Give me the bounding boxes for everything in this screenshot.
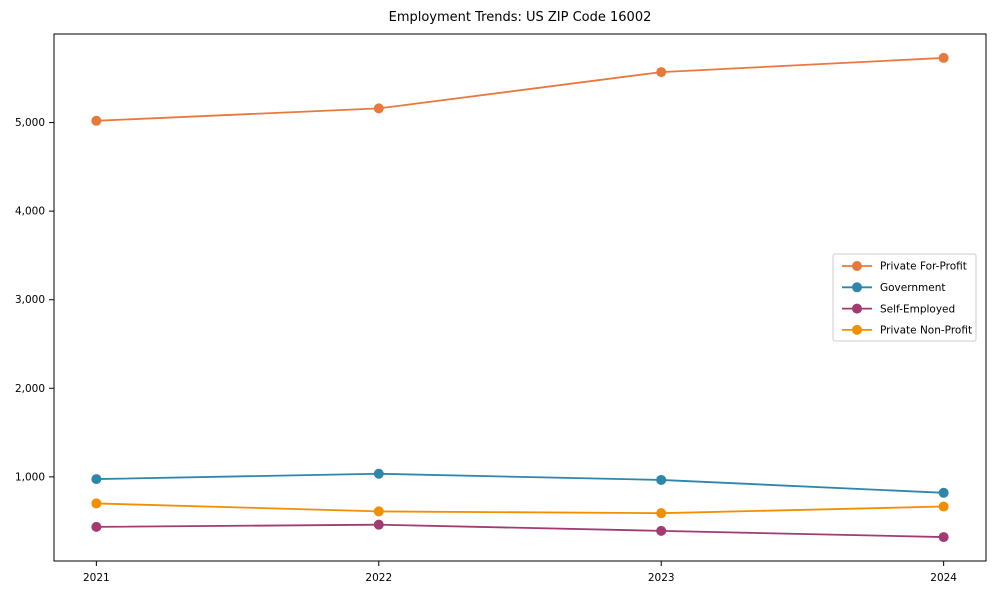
series-line bbox=[96, 502, 944, 515]
data-point bbox=[91, 498, 102, 509]
data-point bbox=[373, 468, 384, 479]
data-point bbox=[938, 501, 949, 512]
legend-label: Government bbox=[880, 282, 945, 294]
legend: Private For-Profit Government Self-Employe… bbox=[832, 253, 977, 342]
data-point bbox=[91, 115, 102, 126]
data-point bbox=[373, 519, 384, 530]
x-tick-label: 2024 bbox=[930, 572, 957, 584]
y-axis: 1,000 2,000 3,000 4,000 5,000 bbox=[15, 117, 54, 483]
x-tick-label: 2021 bbox=[83, 572, 110, 584]
data-point bbox=[656, 474, 667, 485]
legend-marker bbox=[852, 303, 862, 314]
series-self-employed bbox=[91, 519, 949, 543]
series-line bbox=[96, 57, 944, 122]
legend-label: Self-Employed bbox=[880, 303, 955, 315]
series-private-for-profit bbox=[91, 52, 949, 126]
y-tick-label: 4,000 bbox=[15, 206, 45, 218]
series-line bbox=[96, 523, 944, 538]
y-tick-label: 3,000 bbox=[15, 294, 45, 306]
series-government bbox=[91, 468, 949, 498]
series-line bbox=[96, 472, 944, 494]
legend-box bbox=[832, 253, 977, 342]
data-point bbox=[656, 508, 667, 519]
data-point bbox=[938, 487, 949, 498]
legend-marker bbox=[852, 261, 862, 271]
y-tick-label: 5,000 bbox=[15, 117, 45, 129]
x-tick-label: 2022 bbox=[365, 572, 392, 584]
x-axis: 2021 2022 2023 2024 bbox=[83, 561, 957, 584]
data-point bbox=[938, 532, 949, 543]
data-point bbox=[91, 521, 102, 532]
data-point bbox=[373, 103, 384, 114]
data-point bbox=[373, 506, 384, 517]
legend-marker bbox=[852, 282, 862, 293]
data-point bbox=[656, 67, 667, 78]
legend-label: Private For-Profit bbox=[880, 261, 967, 273]
data-point bbox=[656, 525, 667, 536]
legend-marker bbox=[852, 324, 862, 335]
data-point bbox=[938, 52, 949, 63]
x-tick-label: 2023 bbox=[648, 572, 675, 584]
plot-frame bbox=[53, 33, 987, 562]
chart-title: Employment Trends: US ZIP Code 16002 bbox=[388, 10, 652, 25]
legend-label: Private Non-Profit bbox=[880, 325, 972, 337]
data-point bbox=[91, 474, 102, 485]
y-tick-label: 2,000 bbox=[15, 383, 45, 395]
series-private-non-profit bbox=[91, 498, 949, 519]
y-tick-label: 1,000 bbox=[15, 471, 45, 483]
